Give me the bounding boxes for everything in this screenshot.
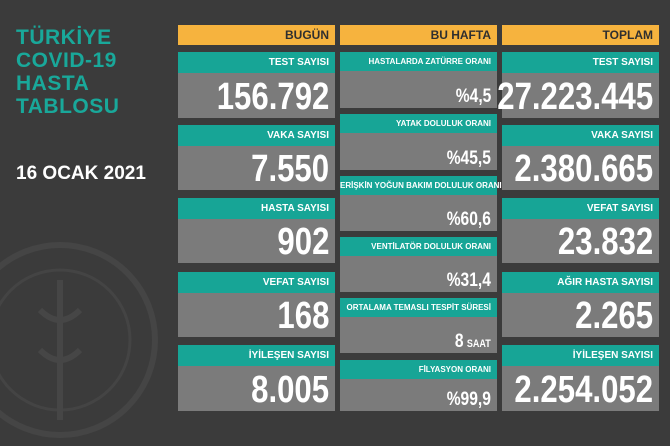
stat-card: ERİŞKİN YOĞUN BAKIM DOLULUK ORANI %60,6 [340, 176, 502, 231]
stat-label: VEFAT SAYISI [178, 272, 335, 293]
stat-box: 8.005 [178, 366, 335, 411]
value-text: %31,4 [446, 270, 491, 291]
title-line: TÜRKİYE [16, 26, 112, 49]
value-text: 2.380.665 [514, 148, 653, 190]
value-text: 2.265 [575, 295, 653, 337]
value-text: 8.005 [251, 369, 329, 411]
stat-box: 2.380.665 [502, 146, 659, 190]
value-text: 8 [455, 331, 464, 352]
stat-card: VAKA SAYISI 2.380.665 [502, 125, 659, 190]
stat-value: 2.265 [575, 297, 653, 335]
stat-value: 902 [277, 223, 329, 261]
stat-card: VEFAT SAYISI 23.832 [502, 198, 659, 263]
stat-box: %31,4 [340, 256, 497, 292]
value-text: 2.254.052 [514, 369, 653, 411]
stat-box: 156.792 [178, 73, 335, 118]
stat-label: ERİŞKİN YOĞUN BAKIM DOLULUK ORANI [340, 176, 502, 195]
stat-value: 168 [277, 297, 329, 335]
stat-card: VAKA SAYISI 7.550 [178, 125, 335, 190]
stat-value: %31,4 [447, 271, 491, 290]
stat-card: İYİLEŞEN SAYISI 2.254.052 [502, 345, 659, 411]
stat-value: 7.550 [251, 150, 329, 188]
stat-value: 27.223.445 [497, 78, 653, 116]
stat-box: 2.265 [502, 293, 659, 337]
stat-label: YATAK DOLULUK ORANI [340, 114, 497, 133]
date: 16 OCAK 2021 [16, 163, 146, 184]
stat-box: 7.550 [178, 146, 335, 190]
value-text: 27.223.445 [497, 76, 653, 118]
stat-card: FİLYASYON ORANI %99,9 [340, 360, 497, 411]
stat-label: VAKA SAYISI [178, 125, 335, 146]
stat-label: AĞIR HASTA SAYISI [502, 272, 659, 293]
column-header: BU HAFTA [340, 25, 497, 45]
value-text: 168 [277, 295, 329, 337]
stat-value: 8.005 [251, 371, 329, 409]
stat-box: %45,5 [340, 133, 497, 170]
stat-label: ORTALAMA TEMASLI TESPİT SÜRESİ [340, 298, 497, 317]
stat-label: İYİLEŞEN SAYISI [178, 345, 335, 366]
stat-label: HASTALARDA ZATÜRRE ORANI [340, 52, 497, 71]
stat-label: FİLYASYON ORANI [340, 360, 497, 379]
title-line: HASTA [16, 72, 90, 95]
title-line: COVID-19 [16, 49, 117, 72]
stat-value: 2.254.052 [514, 371, 653, 409]
column-header: TOPLAM [502, 25, 659, 45]
stat-label: VEFAT SAYISI [502, 198, 659, 219]
stat-card: TEST SAYISI 27.223.445 [497, 52, 659, 118]
stat-card: VEFAT SAYISI 168 [178, 272, 335, 337]
stat-value: 2.380.665 [514, 150, 653, 188]
value-text: 23.832 [557, 221, 653, 263]
stat-box: 8 SAAT [340, 317, 497, 353]
value-text: 7.550 [251, 148, 329, 190]
stat-box: 902 [178, 219, 335, 263]
column-header: BUGÜN [178, 25, 335, 45]
stat-box: %4,5 [340, 71, 497, 108]
value-text: %60,6 [446, 209, 491, 230]
title-line: TABLOSU [16, 95, 120, 118]
stat-card: ORTALAMA TEMASLI TESPİT SÜRESİ 8 SAAT [340, 298, 497, 353]
value-text: 156.792 [216, 76, 329, 118]
stat-label: TEST SAYISI [502, 52, 659, 73]
stat-card: VENTİLATÖR DOLULUK ORANI %31,4 [340, 237, 497, 292]
stat-value: 8 SAAT [455, 332, 491, 351]
value-text: %45,5 [446, 148, 491, 169]
stat-label: TEST SAYISI [178, 52, 335, 73]
stat-box: 168 [178, 293, 335, 337]
stat-box: %99,9 [340, 379, 497, 411]
stat-box: %60,6 [340, 195, 497, 231]
stat-value: %4,5 [455, 87, 491, 106]
stat-value: %45,5 [447, 149, 491, 168]
stat-box: 2.254.052 [502, 366, 659, 411]
stat-label: VAKA SAYISI [502, 125, 659, 146]
value-text: 902 [277, 221, 329, 263]
emblem [0, 242, 158, 438]
stat-card: YATAK DOLULUK ORANI %45,5 [340, 114, 497, 170]
stat-label: HASTA SAYISI [178, 198, 335, 219]
stat-value: %99,9 [447, 390, 491, 409]
stat-card: TEST SAYISI 156.792 [178, 52, 335, 118]
value-text: %99,9 [446, 389, 491, 410]
value-text: %4,5 [455, 86, 491, 107]
stat-card: HASTA SAYISI 902 [178, 198, 335, 263]
stat-box: 27.223.445 [497, 73, 659, 118]
stat-label: VENTİLATÖR DOLULUK ORANI [340, 237, 497, 256]
stat-value: %60,6 [447, 210, 491, 229]
stat-value: 156.792 [216, 78, 329, 116]
stat-card: HASTALARDA ZATÜRRE ORANI %4,5 [340, 52, 497, 108]
stat-value: 23.832 [558, 223, 653, 261]
value-unit: SAAT [467, 338, 491, 350]
stat-card: İYİLEŞEN SAYISI 8.005 [178, 345, 335, 411]
stat-box: 23.832 [502, 219, 659, 263]
stat-label: İYİLEŞEN SAYISI [502, 345, 659, 366]
stat-card: AĞIR HASTA SAYISI 2.265 [502, 272, 659, 337]
